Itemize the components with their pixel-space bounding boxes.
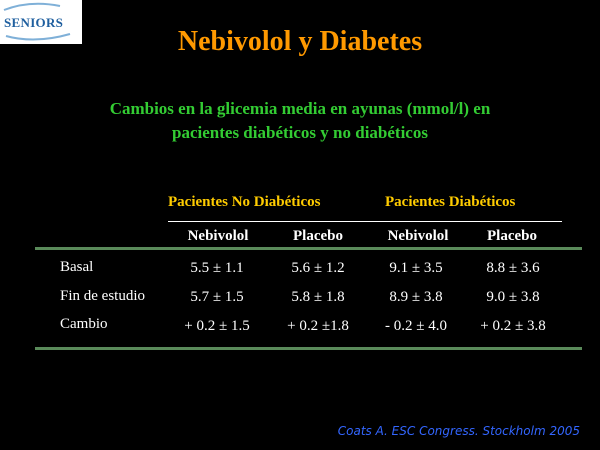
table-cell: 8.8 ± 3.6: [486, 260, 540, 276]
group-header-diabeticos: Pacientes Diabéticos: [385, 194, 516, 210]
table-cell: 8.9 ± 3.8: [389, 289, 443, 305]
table-bottom-rule: [35, 347, 582, 350]
table-cell: 5.8 ± 1.8: [291, 289, 345, 305]
table-cell: 9.0 ± 3.8: [486, 289, 540, 305]
slide-title: Nebivolol y Diabetes: [177, 26, 423, 57]
subtitle-line-2: pacientes diabéticos y no diabéticos: [172, 123, 428, 142]
logo-text: SENIORS: [4, 15, 64, 30]
column-header-nebivolol-2: Nebivolol: [387, 228, 449, 244]
table-cell: - 0.2 ± 4.0: [385, 318, 447, 334]
row-label-fin-de-estudio: Fin de estudio: [60, 288, 145, 304]
subtitle-line-1: Cambios en la glicemia media en ayunas (…: [109, 99, 491, 118]
row-label-basal: Basal: [60, 259, 94, 275]
table-cell: 5.7 ± 1.5: [190, 289, 244, 305]
row-label-cambio: Cambio: [60, 316, 108, 332]
table-cell: + 0.2 ± 3.8: [480, 318, 546, 334]
header-rule: [168, 221, 562, 222]
citation-footer: Coats A. ESC Congress. Stockholm 2005: [337, 424, 580, 438]
column-header-placebo-1: Placebo: [293, 228, 343, 244]
column-header-nebivolol-1: Nebivolol: [187, 228, 249, 244]
table-cell: + 0.2 ± 1.5: [184, 318, 250, 334]
table-top-rule: [35, 247, 582, 250]
table-cell: + 0.2 ±1.8: [287, 318, 349, 334]
table-cell: 9.1 ± 3.5: [389, 260, 443, 276]
group-header-no-diabeticos: Pacientes No Diabéticos: [168, 194, 321, 210]
table-cell: 5.6 ± 1.2: [291, 260, 345, 276]
seniors-logo: SENIORS: [0, 0, 82, 44]
column-header-placebo-2: Placebo: [487, 228, 537, 244]
slide-subtitle: Cambios en la glicemia media en ayunas (…: [50, 97, 550, 145]
logo-swoosh-icon: [3, 2, 71, 41]
table-cell: 5.5 ± 1.1: [190, 260, 244, 276]
